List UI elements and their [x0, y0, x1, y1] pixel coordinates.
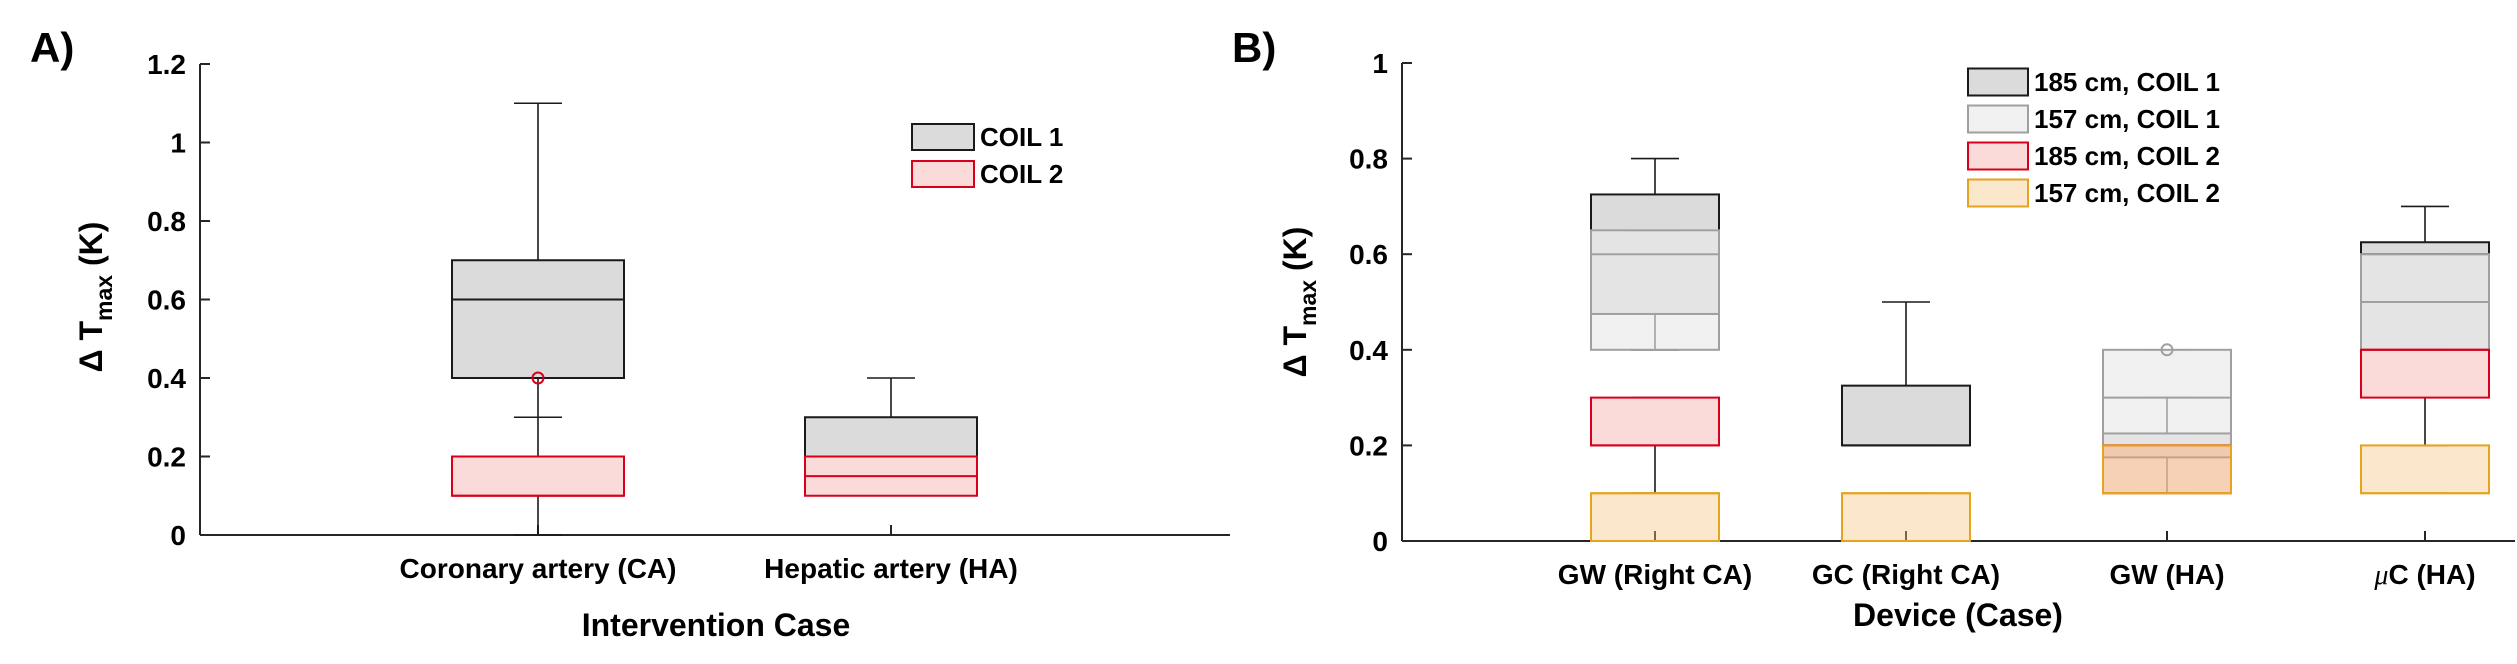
box-coil-2-a: [451, 371, 625, 536]
box-157-cm-coil-1-b: [2360, 253, 2490, 351]
outlier-point: [2160, 343, 2174, 357]
legend-swatch: [1967, 178, 2029, 208]
box-iqr: [451, 259, 625, 379]
box-157-cm-coil-2-b: [1590, 492, 1720, 543]
legend-label: 185 cm, COIL 2: [2034, 141, 2220, 171]
panel-label-b: B): [1232, 24, 1276, 71]
y-tick-label: 1: [170, 128, 186, 159]
y-tick-label: 0: [170, 520, 186, 551]
legend-swatch: [1967, 104, 2029, 134]
box-iqr: [451, 455, 625, 497]
y-tick-label: 0.8: [1349, 144, 1388, 175]
box-iqr: [1590, 492, 1720, 543]
outlier-point: [531, 371, 545, 385]
y-tick-label: 0.8: [147, 206, 186, 237]
x-tick-label: μC (HA): [2373, 559, 2475, 591]
panel-label-a: A): [30, 24, 74, 71]
x-tick-label: GW (Right CA): [1558, 559, 1752, 590]
svg-text:Δ Tmax (K): Δ Tmax (K): [1277, 227, 1321, 378]
box-coil-2-a: [804, 455, 978, 497]
legend-label: 157 cm, COIL 1: [2034, 104, 2220, 134]
x-axis-title-a: Intervention Case: [582, 607, 851, 643]
box-iqr: [1590, 396, 1720, 447]
box-185-cm-coil-1-b: [1841, 301, 1971, 447]
box-157-cm-coil-2-b: [1841, 492, 1971, 543]
box-iqr: [1841, 384, 1971, 447]
box-iqr: [1590, 229, 1720, 351]
y-tick-label: 1: [1372, 48, 1388, 79]
box-iqr: [804, 416, 978, 458]
box-185-cm-coil-2-b: [1590, 396, 1720, 495]
x-tick-label: GW (HA): [2109, 559, 2224, 590]
plot-area-a: 0 0.2 0.4 0.6 0.8 1 1.2 Coronary artery (CA) Hep…: [147, 49, 1230, 584]
svg-text:Δ Tmax (K): Δ Tmax (K): [73, 222, 117, 373]
y-tick-label: 0.6: [147, 285, 186, 316]
legend-label: COIL 1: [980, 122, 1063, 152]
y-tick-label: 0.2: [147, 442, 186, 473]
y-tick-label: 0.2: [1349, 430, 1388, 461]
legend-swatch: [1967, 67, 2029, 97]
box-185-cm-coil-2-b: [2360, 348, 2490, 447]
box-iqr: [2360, 348, 2490, 399]
legend-b: 185 cm, COIL 1 157 cm, COIL 1 185 cm, COIL…: [1967, 67, 2220, 208]
y-tick-label: 0.4: [147, 363, 186, 394]
x-axis-title-b: Device (Case): [1853, 597, 2063, 633]
chart-panel-a: A) Δ Tmax (K) Intervention Case 00.20.40…: [30, 24, 1230, 643]
box-iqr: [2360, 444, 2490, 495]
y-tick-label: 0.4: [1349, 335, 1388, 366]
legend-swatch: [1967, 141, 2029, 171]
legend-a: COIL 1 COIL 2: [911, 122, 1063, 189]
legend-label: COIL 2: [980, 159, 1063, 189]
box-157-cm-coil-2-b: [2102, 444, 2232, 495]
box-iqr: [2102, 444, 2232, 495]
legend-label: 185 cm, COIL 1: [2034, 67, 2220, 97]
box-iqr: [2102, 444, 2232, 495]
legend-swatch: [911, 160, 975, 188]
box-iqr: [1841, 492, 1971, 543]
legend-swatch: [911, 123, 975, 151]
box-157-cm-coil-1-b: [1590, 229, 1720, 351]
x-tick-label: GC (Right CA): [1812, 559, 2000, 590]
legend-label: 157 cm, COIL 2: [2034, 178, 2220, 208]
box-157-cm-coil-2-b: [2360, 444, 2490, 495]
y-axis-title-b: Δ Tmax (K): [1277, 227, 1321, 378]
plot-area-b: 0 0.2 0.4 0.6 0.8 1 GW (Right CA) GC (Right CA)…: [1349, 48, 2515, 591]
y-tick-label: 0.6: [1349, 239, 1388, 270]
chart-panel-b: B) Δ Tmax (K) Device (Case) 0 0.2 0.4 0.6 0.…: [1232, 24, 2515, 633]
y-tick-label: 1.2: [147, 49, 186, 80]
y-tick-label: 0: [1372, 526, 1388, 557]
box-coil-1-a: [451, 102, 625, 419]
box-157-cm-coil-1-b: [2102, 343, 2232, 447]
y-axis-title-a: Δ Tmax (K): [73, 222, 117, 373]
x-tick-label: Hepatic artery (HA): [764, 553, 1018, 584]
x-tick-label: Coronary artery (CA): [400, 553, 677, 584]
